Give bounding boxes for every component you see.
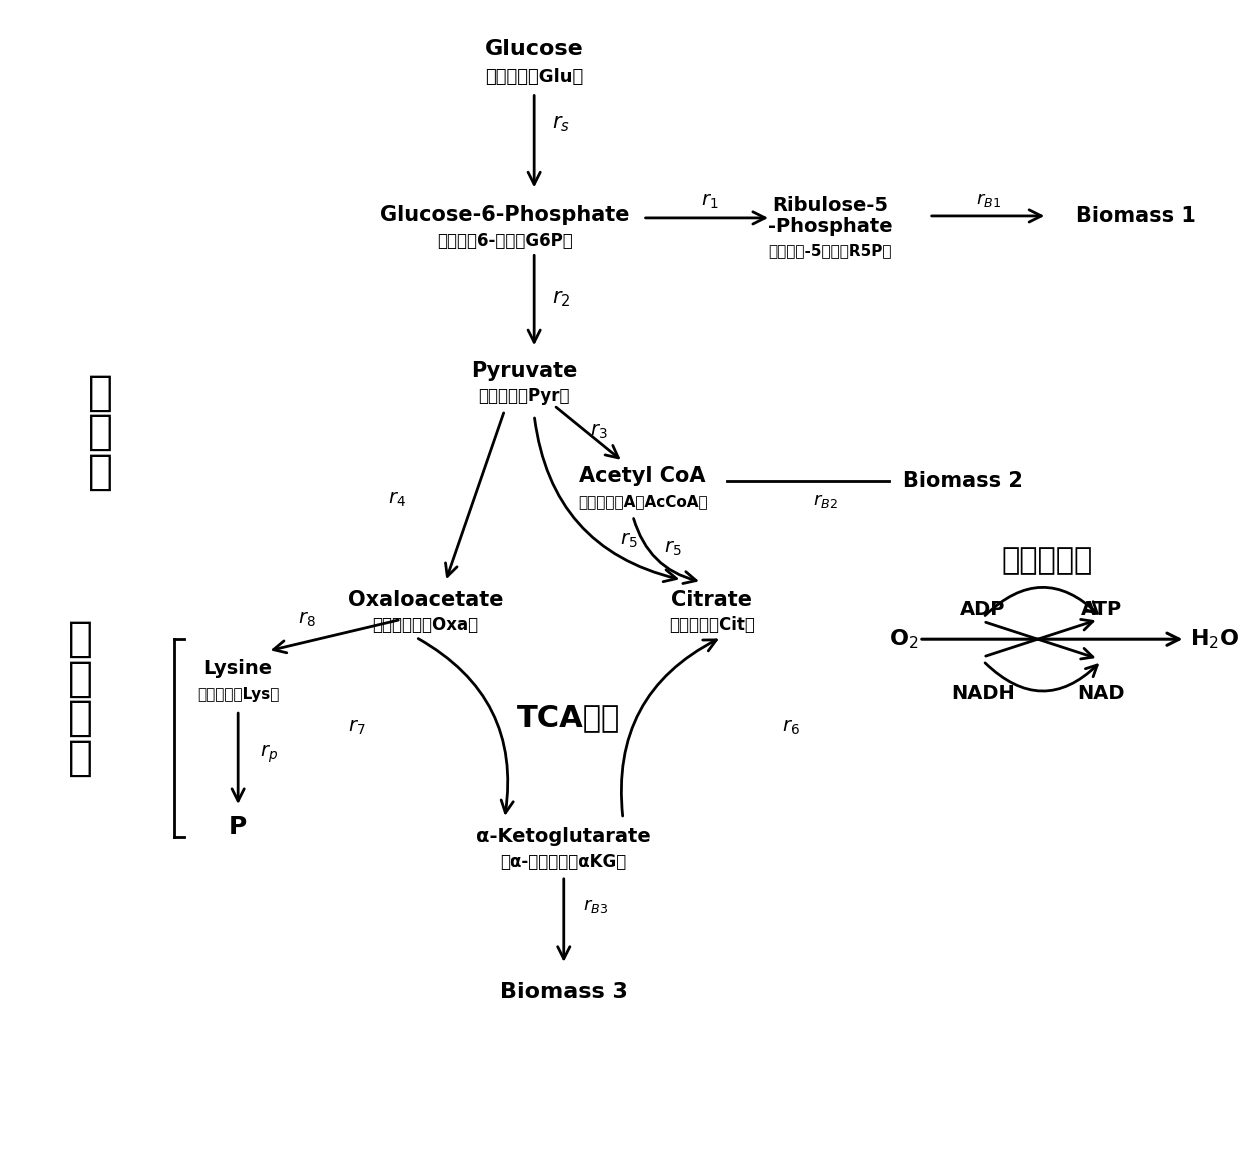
Text: $r_4$: $r_4$: [388, 489, 405, 509]
Text: （α-酮戊二酸，αKG）: （α-酮戊二酸，αKG）: [501, 853, 627, 872]
Text: （丙酮酸，Pyr）: （丙酮酸，Pyr）: [479, 387, 570, 406]
Text: $r_3$: $r_3$: [589, 423, 608, 442]
Text: H$_2$O: H$_2$O: [1190, 627, 1240, 651]
Text: Pyruvate: Pyruvate: [471, 360, 578, 381]
Text: NADH: NADH: [951, 684, 1016, 704]
Text: $r_7$: $r_7$: [347, 719, 366, 737]
Text: Biomass 1: Biomass 1: [1076, 206, 1195, 226]
Text: （核酮糖-5磷酸，R5P）: （核酮糖-5磷酸，R5P）: [769, 243, 892, 258]
Text: 物: 物: [68, 657, 93, 700]
FancyArrowPatch shape: [534, 418, 677, 582]
Text: Biomass 3: Biomass 3: [500, 983, 627, 1003]
Text: （葡萄糖，Glu）: （葡萄糖，Glu）: [485, 68, 583, 86]
Text: $r_s$: $r_s$: [552, 115, 570, 134]
Text: P: P: [229, 815, 247, 839]
Text: $r_{B1}$: $r_{B1}$: [976, 191, 1001, 209]
Text: Ribulose-5: Ribulose-5: [773, 196, 888, 214]
FancyArrowPatch shape: [418, 639, 513, 812]
Text: $r_2$: $r_2$: [552, 289, 570, 308]
Text: TCA循环: TCA循环: [517, 704, 620, 732]
Text: 酵: 酵: [88, 411, 113, 453]
Text: $r_1$: $r_1$: [701, 191, 718, 211]
FancyArrowPatch shape: [621, 640, 717, 816]
Text: Biomass 2: Biomass 2: [904, 472, 1023, 491]
Text: 合: 合: [68, 697, 93, 739]
Text: $r_p$: $r_p$: [260, 744, 278, 765]
Text: NAD: NAD: [1078, 684, 1125, 704]
Text: 糖: 糖: [88, 372, 113, 414]
Text: ATP: ATP: [1081, 600, 1122, 619]
Text: -Phosphate: -Phosphate: [768, 217, 893, 236]
Text: $r_{B3}$: $r_{B3}$: [584, 897, 609, 914]
Text: （草酰乙酸，Oxa）: （草酰乙酸，Oxa）: [372, 617, 479, 634]
Text: $r_8$: $r_8$: [299, 610, 316, 629]
Text: $r_6$: $r_6$: [781, 719, 800, 737]
FancyArrowPatch shape: [634, 518, 696, 583]
Text: Glucose: Glucose: [485, 39, 584, 59]
FancyArrowPatch shape: [986, 619, 1092, 656]
Text: α-Ketoglutarate: α-Ketoglutarate: [476, 828, 651, 846]
Text: Lysine: Lysine: [203, 659, 273, 678]
Text: Citrate: Citrate: [671, 590, 753, 610]
Text: （葡萄糖6-磷酸，G6P）: （葡萄糖6-磷酸，G6P）: [436, 232, 573, 249]
Text: （柠檬酸，Cit）: （柠檬酸，Cit）: [668, 617, 755, 634]
Text: $r_{B2}$: $r_{B2}$: [813, 493, 837, 510]
Text: （赖氨酸，Lys）: （赖氨酸，Lys）: [197, 687, 279, 702]
Text: Glucose-6-Phosphate: Glucose-6-Phosphate: [379, 205, 630, 225]
Text: 氧化磷酸化: 氧化磷酸化: [1002, 546, 1092, 575]
Text: 产: 产: [68, 618, 93, 661]
Text: $r_5$: $r_5$: [620, 531, 637, 551]
Text: $r_5$: $r_5$: [663, 539, 681, 557]
Text: Acetyl CoA: Acetyl CoA: [579, 466, 706, 487]
FancyArrowPatch shape: [986, 622, 1092, 659]
Text: 解: 解: [88, 451, 113, 493]
Text: （乙酰辅酶A，AcCoA）: （乙酰辅酶A，AcCoA）: [578, 495, 708, 510]
Text: Oxaloacetate: Oxaloacetate: [348, 590, 503, 610]
Text: ADP: ADP: [961, 600, 1006, 619]
FancyArrowPatch shape: [985, 588, 1097, 615]
FancyArrowPatch shape: [985, 663, 1097, 691]
Text: O$_2$: O$_2$: [889, 627, 919, 651]
Text: 成: 成: [68, 737, 93, 779]
